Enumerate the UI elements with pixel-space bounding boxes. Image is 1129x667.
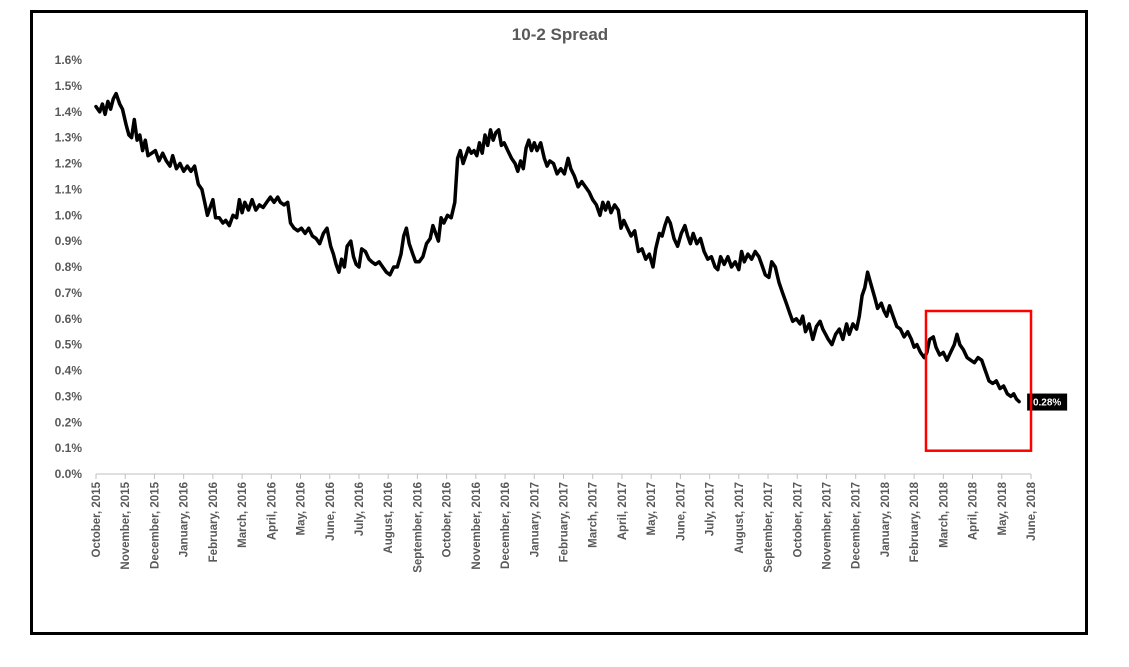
x-tick-label: March, 2016 <box>237 482 249 548</box>
x-tick-label: October, 2016 <box>442 482 454 557</box>
x-tick-label: October, 2015 <box>91 481 103 557</box>
y-tick-label: 0.5% <box>55 338 83 352</box>
y-tick-label: 0.4% <box>55 364 83 378</box>
annotation-layer: 0.28% <box>924 309 1068 452</box>
x-tick-label: September, 2016 <box>412 482 424 573</box>
highlight-box <box>924 309 1033 452</box>
x-tick-label: December, 2015 <box>149 481 161 569</box>
y-tick-label: 1.6% <box>55 53 83 67</box>
y-axis-ticks: 0.0% 0.1% 0.2% 0.3% 0.4% 0.5% 0.6% 0.7% 0.8% 0.9%… <box>55 53 83 481</box>
x-tick-label: November, 2017 <box>821 482 833 570</box>
x-tick-label: February, 2016 <box>208 482 220 562</box>
y-tick-label: 1.5% <box>55 79 83 93</box>
x-axis-ticks: October, 2015 November, 2015 December, 201… <box>91 481 1038 572</box>
x-tick-label: May, 2017 <box>646 482 658 536</box>
x-tick-label: July, 2017 <box>705 482 717 536</box>
x-tick-label: January, 2018 <box>880 481 892 557</box>
y-tick-label: 1.0% <box>55 208 83 222</box>
y-tick-label: 0.0% <box>55 467 83 481</box>
x-tick-label: August, 2017 <box>734 482 746 554</box>
y-tick-label: 1.2% <box>55 157 83 171</box>
y-tick-label: 0.3% <box>55 389 83 403</box>
last-value-callout-label: 0.28% <box>1033 398 1061 409</box>
x-tick-label: June, 2016 <box>325 482 337 541</box>
y-tick-label: 1.1% <box>55 182 83 196</box>
x-tick-label: December, 2016 <box>500 482 512 569</box>
x-tick-label: June, 2017 <box>675 482 687 541</box>
y-tick-label: 0.7% <box>55 286 83 300</box>
x-tick-label: May, 2018 <box>997 481 1009 535</box>
x-tick-label: March, 2018 <box>938 481 950 547</box>
x-tick-label: December, 2017 <box>851 482 863 569</box>
x-tick-label: August, 2016 <box>383 482 395 554</box>
spread-series-line <box>94 91 1021 404</box>
x-tick-label: January, 2017 <box>529 482 541 557</box>
x-tick-label: April, 2016 <box>266 482 278 540</box>
x-tick-label: February, 2018 <box>909 481 921 562</box>
y-tick-label: 0.9% <box>55 234 83 248</box>
x-tick-label: February, 2017 <box>559 482 571 562</box>
y-tick-label: 0.8% <box>55 260 83 274</box>
y-tick-label: 0.1% <box>55 441 83 455</box>
y-tick-label: 0.2% <box>55 415 83 429</box>
chart-frame <box>30 10 1088 635</box>
y-tick-label: 1.4% <box>55 105 83 119</box>
last-value-callout-box <box>1027 393 1068 411</box>
x-axis <box>95 473 1032 479</box>
x-tick-label: July, 2016 <box>354 482 366 536</box>
x-tick-label: April, 2018 <box>968 481 980 540</box>
x-tick-label: May, 2016 <box>296 482 308 536</box>
x-tick-label: September, 2017 <box>763 482 775 573</box>
plot-area <box>94 91 1021 404</box>
x-tick-label: June, 2018 <box>1026 481 1038 540</box>
x-tick-label: November, 2015 <box>120 481 132 569</box>
x-tick-label: March, 2017 <box>588 482 600 548</box>
y-tick-label: 0.6% <box>55 312 83 326</box>
x-tick-label: October, 2017 <box>792 482 804 557</box>
x-tick-label: November, 2016 <box>471 482 483 570</box>
x-tick-label: April, 2017 <box>617 482 629 540</box>
x-tick-label: January, 2016 <box>179 482 191 557</box>
chart-title: 10-2 Spread <box>512 25 608 44</box>
y-tick-label: 1.3% <box>55 131 83 145</box>
